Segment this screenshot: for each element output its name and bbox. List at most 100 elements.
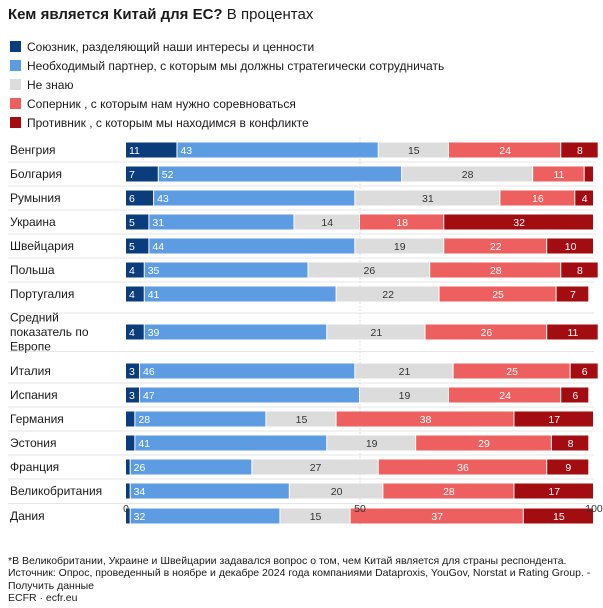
bar-segment [355,190,500,206]
bar-segment [126,363,140,379]
bar-segment [523,508,593,524]
bar-segment [289,483,383,499]
data-label: 5 [129,241,135,253]
bar-segment [439,286,556,302]
data-label: 10 [565,241,577,253]
bar-segment [126,166,158,182]
data-label: 24 [499,145,511,157]
category-label: Украина [10,215,56,229]
bar-segment [126,190,154,206]
data-label: 47 [143,390,155,402]
legend-swatch-1 [10,41,21,52]
bar-segment [448,142,561,158]
data-label: 4 [129,289,135,301]
data-label: 43 [157,193,169,205]
data-label: 46 [143,366,155,378]
category-label-line: Европе [10,340,51,354]
bar-segment [514,411,593,427]
data-label: 34 [134,486,146,498]
bar-segment [551,435,589,451]
legend-label-1: Союзник, разделяющий наши интересы и цен… [27,39,315,54]
data-label: 28 [490,265,502,277]
bar-segment [126,262,144,278]
data-label: 26 [134,462,146,474]
bar-segment [149,214,294,230]
data-label: 25 [506,366,518,378]
data-label: 7 [570,289,576,301]
data-label: 36 [457,462,469,474]
bar-segment [126,435,135,451]
data-label: 20 [331,486,343,498]
legend-swatch-2 [10,60,21,71]
data-label: 22 [382,289,394,301]
bar-segment [584,166,593,182]
bar-segment [154,190,355,206]
bar-segment [378,142,448,158]
legend-item-4: Соперник , с которым нам нужно соревнова… [10,94,444,113]
bar-segment [177,142,378,158]
bar-segment [547,324,598,340]
bar-segment [355,363,453,379]
bar-segment [294,214,359,230]
bar-segment [336,286,439,302]
data-label: 3 [129,390,135,402]
bar-segment [336,411,514,427]
bar-segment [308,262,430,278]
bar-segment [280,508,350,524]
data-label: 19 [366,438,378,450]
bar-segment [130,459,252,475]
bar-segment [533,166,584,182]
bar-segment [514,483,593,499]
data-label: 26 [364,265,376,277]
bar-segment [149,238,355,254]
bar-segment [360,214,444,230]
chart-title-units: В процентах [226,6,314,23]
bar-segment [360,387,448,403]
bar-segment [561,387,589,403]
data-label: 6 [572,390,578,402]
bar-segment [416,435,551,451]
bar-segment [570,363,598,379]
data-label: 6 [582,366,588,378]
bar-segment [575,190,593,206]
category-label: Венгрия [10,143,56,157]
data-label: 21 [399,366,411,378]
bar-segment [126,483,130,499]
category-label-line: Средний [10,311,59,325]
data-label: 25 [492,289,504,301]
legend-swatch-4 [10,98,21,109]
bar-segment [453,363,570,379]
bar-segment [126,387,140,403]
data-label: 19 [399,390,411,402]
category-label: Германия [10,412,64,426]
bar-segment [126,411,135,427]
bar-segment [126,238,149,254]
bar-segment [444,214,593,230]
data-label: 4 [582,193,588,205]
bar-segment [378,459,547,475]
bar-segment [126,508,130,524]
bar-segment [444,238,547,254]
data-label: 28 [138,414,150,426]
data-label: 8 [568,438,574,450]
data-label: 16 [532,193,544,205]
data-label: 29 [478,438,490,450]
legend-swatch-5 [10,117,21,128]
bar-segment [144,324,327,340]
legend-label-2: Необходимый партнер, с которым мы должны… [27,58,445,73]
category-label: Болгария [10,167,62,181]
legend-item-3: Не знаю [10,75,444,94]
category-label-line: показатель по [10,325,89,339]
bar-segment [135,435,327,451]
bar-segment [547,238,593,254]
data-label: 31 [152,217,164,229]
bar-segment [126,324,144,340]
category-label: Италия [10,364,51,378]
category-label: Дания [10,509,45,523]
axis-tick-label: 100 [585,503,603,515]
legend-label-4: Соперник , с которым нам нужно соревнова… [27,96,296,111]
bar-segment [266,411,336,427]
bar-segment [126,286,144,302]
category-label: Португалия [10,287,74,301]
credit: ECFR · ecfr.eu [8,592,78,605]
